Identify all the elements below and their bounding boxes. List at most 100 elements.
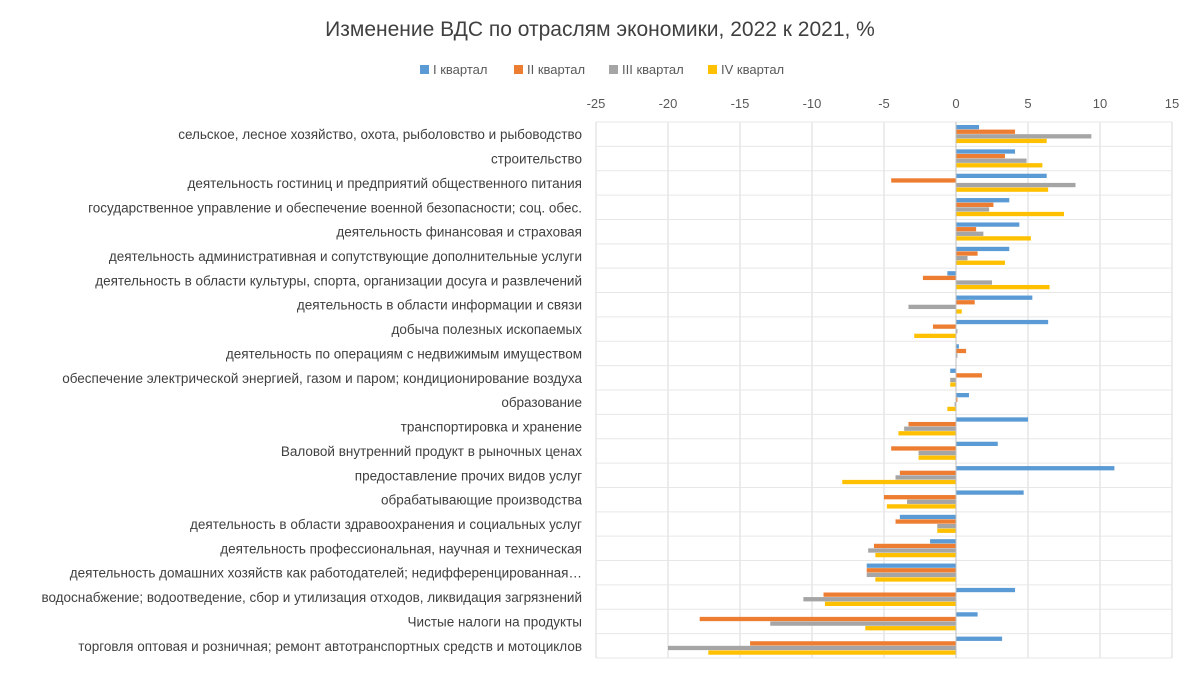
bar: [950, 368, 956, 373]
legend-swatch: [420, 65, 429, 74]
bar: [956, 129, 1016, 134]
bar: [907, 499, 956, 504]
bar: [956, 246, 1010, 252]
category-label: государственное управление и обеспечение…: [88, 200, 582, 215]
bar: [956, 260, 1005, 265]
category-label: обеспечение электрической энергией, газо…: [62, 371, 582, 386]
bar: [956, 231, 984, 236]
bar: [668, 645, 956, 651]
bar: [884, 495, 956, 500]
bar: [956, 187, 1049, 192]
x-tick-label: 10: [1093, 96, 1107, 111]
category-labels: сельское, лесное хозяйство, охота, рыбол…: [41, 127, 582, 654]
bar: [908, 421, 956, 427]
chart-title: Изменение ВДС по отраслям экономики, 202…: [325, 18, 875, 41]
bar: [956, 202, 994, 207]
legend-item: I квартал: [420, 62, 487, 77]
category-label: деятельность профессиональная, научная и…: [220, 541, 582, 556]
bar: [914, 333, 956, 338]
bar: [956, 353, 958, 358]
legend-swatch: [514, 65, 523, 74]
category-label: предоставление прочих видов услуг: [355, 468, 582, 483]
bar: [947, 406, 956, 412]
bar: [954, 402, 956, 407]
bar: [886, 504, 956, 509]
bar: [956, 397, 958, 402]
category-label: Чистые налоги на продукты: [408, 614, 582, 629]
bar: [956, 173, 1047, 179]
legend-item: II квартал: [514, 62, 585, 77]
bar: [873, 543, 956, 549]
x-tick-label: -15: [731, 96, 750, 111]
bar: [956, 348, 967, 354]
bar: [956, 587, 1016, 593]
bar: [908, 304, 956, 310]
category-label: добыча полезных ископаемых: [392, 322, 583, 337]
bar: [956, 236, 1031, 241]
bar: [956, 300, 975, 305]
legend: I квартал II квартал III квартал IV квартал: [420, 62, 784, 77]
bar: [922, 275, 956, 281]
bar: [866, 572, 956, 578]
category-label: деятельность в области информации и связ…: [297, 298, 582, 313]
category-label: деятельность в области культуры, спорта,…: [95, 273, 582, 288]
legend-label: III квартал: [622, 62, 684, 77]
bar: [866, 568, 956, 573]
bar: [956, 280, 992, 285]
bar: [930, 539, 956, 544]
x-tick-label: -10: [803, 96, 822, 111]
bar: [956, 295, 1033, 300]
bar: [956, 251, 978, 256]
bar: [956, 309, 962, 314]
bar: [956, 373, 982, 378]
bar: [937, 528, 956, 533]
x-tick-label: 0: [952, 96, 959, 111]
bar: [898, 431, 956, 436]
bar: [803, 597, 956, 602]
bar: [956, 124, 980, 130]
category-label: сельское, лесное хозяйство, охота, рыбол…: [178, 127, 582, 142]
bar: [956, 284, 1050, 290]
bar: [875, 552, 956, 558]
legend-item: IV квартал: [708, 62, 784, 77]
x-tick-label: -25: [587, 96, 606, 111]
bar: [956, 211, 1064, 217]
bar: [708, 650, 956, 655]
bar: [770, 621, 956, 626]
category-label: деятельность гостиниц и предприятий обще…: [187, 176, 582, 191]
category-label: деятельность домашних хозяйств как работ…: [70, 566, 582, 581]
legend-item: III квартал: [609, 62, 684, 77]
x-tick-label: -5: [878, 96, 890, 111]
category-label: водоснабжение; водоотведение, сбор и ути…: [41, 590, 582, 605]
bar: [956, 182, 1076, 188]
bar: [918, 455, 956, 460]
x-tick-label: -20: [659, 96, 678, 111]
category-label: строительство: [491, 152, 582, 167]
bar: [950, 382, 956, 387]
category-label: транспортировка и хранение: [401, 420, 582, 435]
bar: [918, 450, 956, 456]
category-label: деятельность финансовая и страховая: [336, 225, 582, 240]
bar: [895, 519, 956, 524]
bar: [899, 514, 956, 520]
x-tick-label: 5: [1024, 96, 1031, 111]
legend-swatch: [609, 65, 618, 74]
category-label: образование: [501, 395, 582, 410]
bar: [956, 256, 968, 261]
bar: [899, 470, 956, 475]
bar: [868, 548, 956, 553]
bars: [668, 122, 1115, 658]
category-label: Валовой внутренний продукт в рыночных це…: [281, 444, 582, 459]
bar: [956, 222, 1020, 227]
bar: [956, 134, 1092, 139]
legend-label: IV квартал: [721, 62, 784, 77]
x-tick-label: 15: [1165, 96, 1179, 111]
bar: [875, 577, 956, 582]
bar: [932, 324, 956, 329]
bar: [891, 178, 956, 183]
bar: [956, 329, 958, 334]
bar: [956, 207, 990, 212]
category-label: деятельность административная и сопутств…: [109, 249, 582, 264]
bar: [699, 616, 956, 622]
